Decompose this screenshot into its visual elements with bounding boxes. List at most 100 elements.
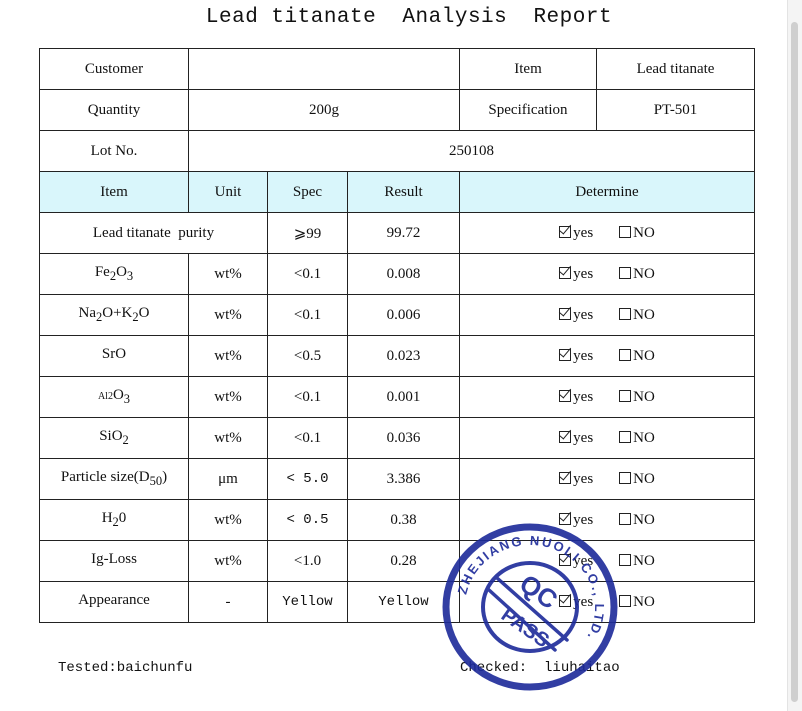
header-spec: Spec: [267, 171, 348, 213]
table-row: Ig-Loss wt% <1.0 0.28 yes NO: [39, 540, 755, 582]
stamp-diagonal-1: [495, 576, 569, 642]
yes-label: yes: [573, 511, 594, 528]
item-result: 0.28: [347, 540, 460, 582]
purity-result: 99.72: [347, 212, 460, 254]
no-label: NO: [633, 347, 655, 364]
header-determine: Determine: [459, 171, 755, 213]
quantity-value: 200g: [188, 89, 460, 131]
item-subscript-1: 2: [112, 515, 119, 529]
item-name: Ig-Loss: [39, 540, 189, 582]
yes-option: yes: [559, 389, 593, 406]
table-row: Na2O+K2O wt% <0.1 0.006 yes NO: [39, 294, 755, 336]
empty-box-icon: [619, 225, 632, 238]
no-option: NO: [619, 307, 655, 324]
item-unit: μm: [188, 458, 268, 500]
item-unit: wt%: [188, 253, 268, 295]
yes-label: yes: [573, 265, 594, 282]
yes-label: yes: [573, 552, 594, 569]
yes-option: yes: [559, 512, 593, 529]
item-result: 0.008: [347, 253, 460, 295]
item-name-main: SrO: [101, 346, 127, 362]
header-row: Item Unit Spec Result Determine: [39, 171, 755, 213]
item-name-main: SiO: [99, 428, 123, 444]
yes-option: yes: [559, 225, 593, 242]
yes-label: yes: [573, 429, 594, 446]
checked-box-icon: [559, 307, 572, 320]
quantity-label: Quantity: [39, 89, 189, 131]
checked-box-icon: [559, 512, 572, 525]
item-result: 0.006: [347, 294, 460, 336]
lot-label: Lot No.: [39, 130, 189, 172]
no-option: NO: [619, 594, 655, 611]
no-label: NO: [633, 593, 655, 610]
item-unit: wt%: [188, 417, 268, 459]
item-name-main: Appearance: [78, 592, 150, 608]
stamp-inner-ring: [481, 561, 579, 653]
item-name: Appearance: [39, 581, 189, 623]
item-result: 0.023: [347, 335, 460, 377]
item-name: Al2O3: [39, 376, 189, 418]
item-subscript-2: 2: [132, 310, 139, 324]
item-name: SrO: [39, 335, 189, 377]
item-result: Yellow: [347, 581, 460, 623]
vertical-scrollbar[interactable]: [787, 0, 802, 711]
item-unit: wt%: [188, 540, 268, 582]
report-title: Lead titanate Analysis Report: [205, 6, 613, 29]
item-name-mid: O: [116, 264, 127, 280]
item-name-mid: O: [112, 387, 124, 403]
customer-label: Customer: [39, 48, 189, 90]
yes-label: yes: [573, 224, 594, 241]
no-label: NO: [633, 470, 655, 487]
checked-box-icon: [559, 266, 572, 279]
yes-label: yes: [573, 306, 594, 323]
checked-box-icon: [559, 553, 572, 566]
no-label: NO: [633, 388, 655, 405]
item-name: Fe2O3: [39, 253, 189, 295]
item-subscript-2: 3: [126, 269, 134, 283]
no-label: NO: [633, 265, 655, 282]
item-result: 0.036: [347, 417, 460, 459]
specification-label: Specification: [459, 89, 597, 131]
item-determine: yes NO: [459, 376, 755, 418]
item-subscript-1: 2: [96, 310, 103, 324]
table-row: Fe2O3 wt% <0.1 0.008 yes NO: [39, 253, 755, 295]
checked-box-icon: [559, 594, 572, 607]
checked-box-icon: [559, 471, 572, 484]
specification-value: PT-501: [596, 89, 755, 131]
item-name-main: Fe: [94, 264, 110, 280]
scrollbar-thumb[interactable]: [791, 22, 798, 702]
item-unit: wt%: [188, 294, 268, 336]
checked-box-icon: [559, 389, 572, 402]
item-result: 0.001: [347, 376, 460, 418]
item-subscript-2: 3: [123, 392, 131, 406]
empty-box-icon: [619, 389, 632, 402]
empty-box-icon: [619, 471, 632, 484]
no-option: NO: [619, 471, 655, 488]
empty-box-icon: [619, 307, 632, 320]
item-name: Particle size(D50): [39, 458, 189, 500]
checked-box-icon: [559, 348, 572, 361]
table-row: Appearance - Yellow Yellow yes NO: [39, 581, 755, 623]
empty-box-icon: [619, 430, 632, 443]
table-row: SiO2 wt% <0.1 0.036 yes NO: [39, 417, 755, 459]
yes-label: yes: [573, 347, 594, 364]
checked-box-icon: [559, 430, 572, 443]
empty-box-icon: [619, 512, 632, 525]
no-option: NO: [619, 512, 655, 529]
customer-row: Customer Item Lead titanate: [39, 48, 755, 90]
no-option: NO: [619, 553, 655, 570]
empty-box-icon: [619, 266, 632, 279]
empty-box-icon: [619, 348, 632, 361]
yes-option: yes: [559, 430, 593, 447]
item-value: Lead titanate: [596, 48, 755, 90]
analysis-table: Customer Item Lead titanate Quantity 200…: [39, 48, 755, 623]
no-option: NO: [619, 266, 655, 283]
item-spec: < 5.0: [267, 458, 348, 500]
item-determine: yes NO: [459, 499, 755, 541]
yes-option: yes: [559, 307, 593, 324]
item-spec: <0.1: [267, 253, 348, 295]
item-spec: <0.1: [267, 294, 348, 336]
quantity-row: Quantity 200g Specification PT-501: [39, 89, 755, 131]
purity-determine: yes NO: [459, 212, 755, 254]
no-option: NO: [619, 430, 655, 447]
